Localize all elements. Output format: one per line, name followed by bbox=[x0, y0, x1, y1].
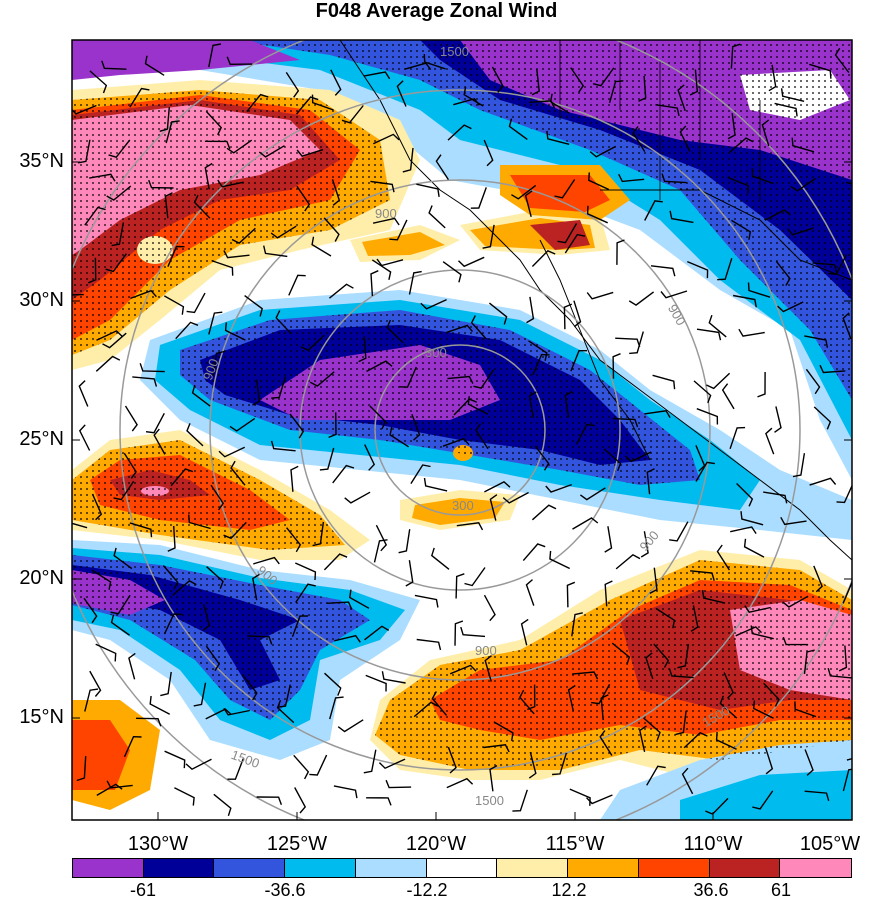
contour-label: 1500 bbox=[475, 793, 504, 808]
lon-label: 120°W bbox=[406, 833, 466, 856]
lon-label: 105°W bbox=[800, 833, 860, 856]
colorbar-swatch bbox=[73, 859, 144, 877]
lon-label: 130°W bbox=[128, 833, 188, 856]
lat-label: 35°N bbox=[2, 150, 64, 173]
lat-label: 30°N bbox=[2, 289, 64, 312]
colorbar-label: 12.2 bbox=[551, 880, 586, 901]
lat-label: 25°N bbox=[2, 428, 64, 451]
lon-label: 110°W bbox=[684, 833, 743, 856]
colorbar-label: -61 bbox=[130, 880, 156, 901]
colorbar-label: 36.6 bbox=[693, 880, 728, 901]
colorbar-swatch bbox=[356, 859, 427, 877]
lon-label: 125°W bbox=[267, 833, 327, 856]
colorbar-swatch bbox=[497, 859, 568, 877]
contour-label: 900 bbox=[475, 643, 497, 658]
wind-barb bbox=[855, 113, 868, 137]
colorbar bbox=[72, 858, 852, 878]
wind-barb bbox=[857, 548, 873, 560]
wind-barb bbox=[852, 526, 861, 552]
lat-label: 20°N bbox=[2, 567, 64, 590]
contour-label: 900 bbox=[375, 206, 397, 221]
colorbar-label: 61 bbox=[771, 880, 791, 901]
lat-label: 15°N bbox=[2, 706, 64, 729]
colorbar-label: -12.2 bbox=[406, 880, 447, 901]
colorbar-swatch bbox=[780, 859, 851, 877]
colorbar-swatch bbox=[144, 859, 215, 877]
wind-barb bbox=[855, 221, 873, 240]
colorbar-swatch bbox=[710, 859, 781, 877]
colorbar-label: -36.6 bbox=[264, 880, 305, 901]
colorbar-swatch bbox=[639, 859, 710, 877]
colorbar-swatch bbox=[285, 859, 356, 877]
lon-label: 115°W bbox=[546, 833, 605, 856]
contour-label: 1500 bbox=[440, 44, 469, 59]
contour-label: 300 bbox=[425, 345, 447, 360]
colorbar-swatch bbox=[568, 859, 639, 877]
contour-label: 300 bbox=[452, 498, 474, 513]
wind-barb bbox=[856, 716, 873, 723]
wind-barb bbox=[857, 129, 873, 148]
wind-barb bbox=[855, 395, 870, 416]
wind-barb bbox=[856, 447, 873, 454]
colorbar-swatch bbox=[214, 859, 285, 877]
colorbar-swatch bbox=[427, 859, 498, 877]
wind-barb bbox=[853, 302, 872, 321]
